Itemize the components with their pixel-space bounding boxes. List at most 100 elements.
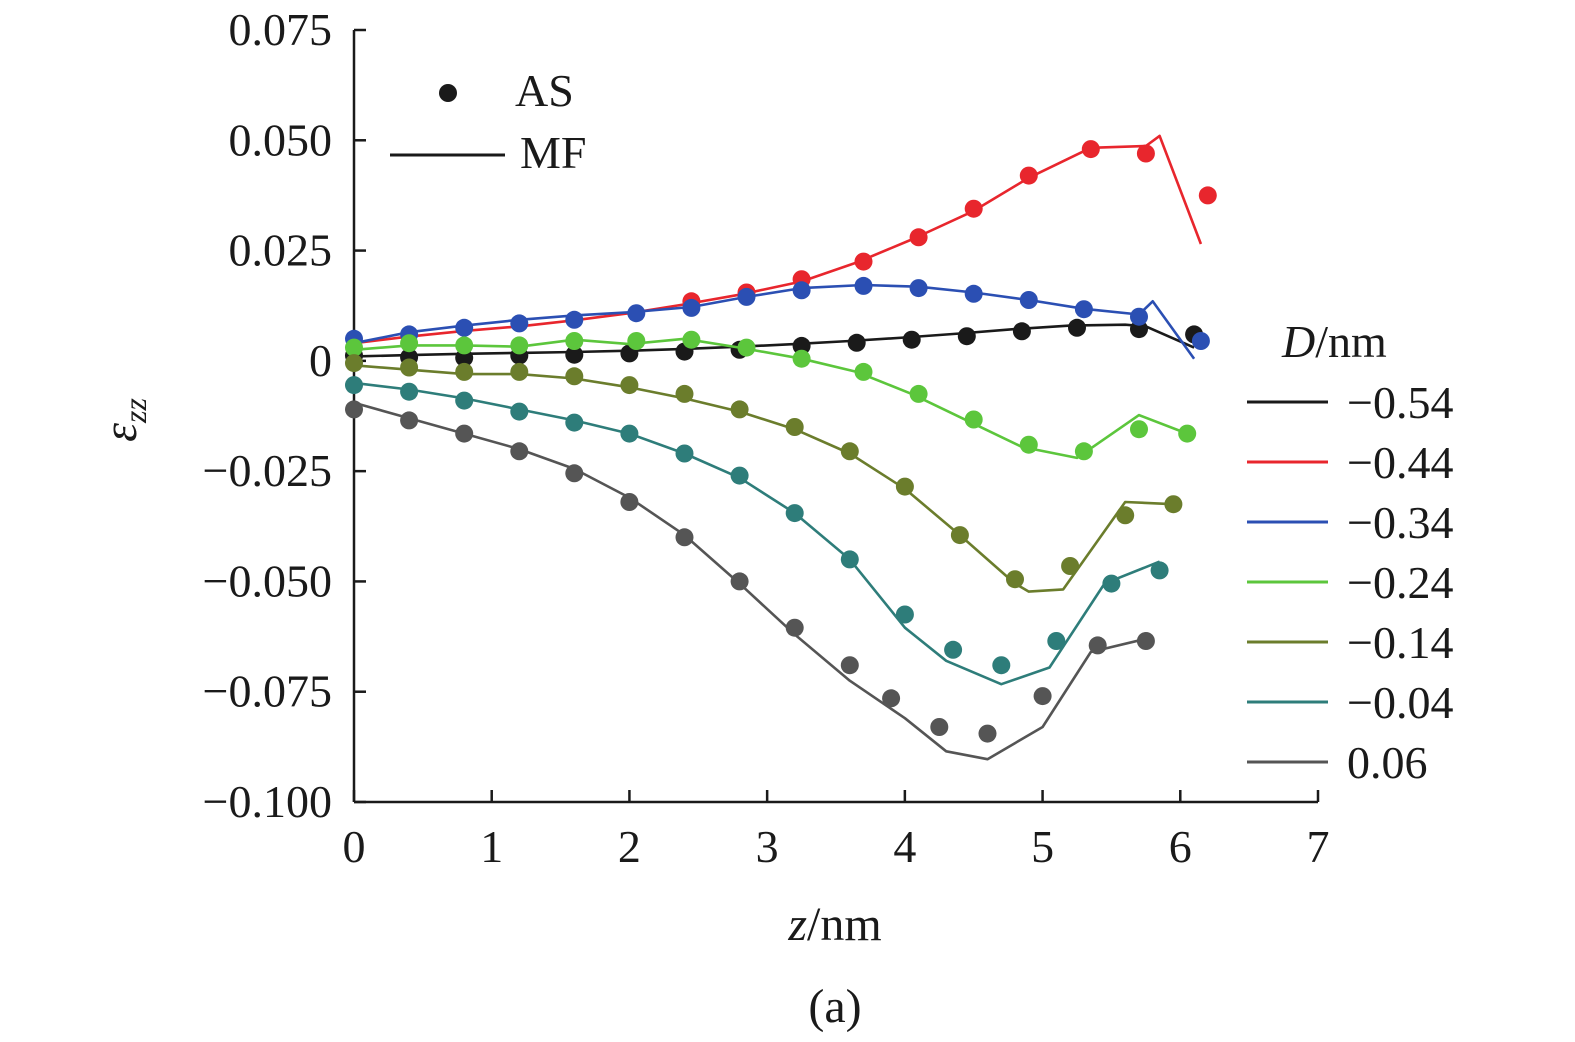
series-line-mf [353, 381, 1161, 686]
series-line-mf [353, 364, 1174, 593]
legend-label: −0.54 [1347, 377, 1453, 428]
data-point-as [455, 391, 474, 410]
data-point-as [675, 384, 694, 403]
data-point-as [1019, 291, 1038, 309]
x-tick-label: 5 [1031, 821, 1054, 872]
data-point-as [510, 314, 529, 333]
data-point-as [1061, 557, 1080, 575]
data-point-as [1164, 495, 1183, 514]
data-point-as [345, 400, 363, 419]
series-line-mf [353, 283, 1196, 360]
data-point-as [1198, 186, 1217, 205]
x-tick-label: 7 [1307, 821, 1330, 872]
data-point-as [840, 550, 859, 569]
data-point-as [1136, 632, 1155, 650]
x-tick-label: 2 [618, 821, 641, 872]
x-tick-label: 1 [480, 821, 503, 872]
data-point-as [847, 333, 866, 352]
legend-mf-label: MF [520, 127, 586, 178]
series-group [345, 318, 1204, 367]
data-point-as [854, 252, 873, 271]
data-point-as [510, 336, 529, 355]
data-point-as [400, 358, 419, 377]
y-tick-label: −0.075 [203, 666, 332, 717]
x-tick-label: 0 [343, 821, 366, 872]
data-point-as [400, 382, 419, 401]
data-point-as [565, 413, 584, 432]
series-group [345, 330, 1197, 461]
data-point-as [565, 332, 584, 350]
data-point-as [895, 605, 914, 624]
data-point-as [854, 276, 873, 295]
x-tick-label: 3 [756, 821, 779, 872]
data-point-as [400, 411, 419, 430]
data-point-as [1130, 320, 1148, 339]
data-point-as [345, 376, 363, 395]
legend-as-label: AS [515, 65, 574, 116]
legend-title: D/nm [1281, 316, 1387, 367]
data-point-as [675, 528, 694, 547]
y-tick-label: −0.025 [203, 445, 332, 496]
y-tick-label: 0.075 [229, 4, 333, 55]
data-point-as [510, 362, 529, 381]
data-point-as [627, 332, 646, 350]
x-tick-label: 6 [1169, 821, 1192, 872]
data-point-as [1012, 322, 1031, 341]
y-tick-label: 0 [309, 335, 332, 386]
data-point-as [1074, 442, 1093, 461]
data-point-as [565, 345, 584, 364]
data-point-as [737, 287, 756, 306]
marker-legend: AS MF [390, 65, 586, 178]
data-point-as [730, 400, 749, 419]
y-tick-label: −0.100 [203, 776, 332, 827]
data-point-as [730, 572, 749, 591]
series-group [345, 276, 1210, 360]
data-point-as [792, 281, 811, 300]
data-point-as [1047, 632, 1066, 650]
data-point-as [345, 338, 363, 357]
data-point-as [627, 304, 646, 323]
data-point-as [992, 656, 1011, 675]
data-point-as [620, 424, 639, 443]
legend-item: 0.06 [1247, 737, 1428, 788]
legend-item: −0.44 [1247, 437, 1453, 488]
legend-item: −0.04 [1247, 677, 1453, 728]
data-point-as [675, 444, 694, 463]
y-tick-label: −0.050 [203, 555, 332, 606]
data-point-as [957, 327, 976, 346]
y-tick-label: 0.025 [229, 225, 333, 276]
data-point-as [1088, 636, 1107, 655]
data-point-as [1074, 300, 1093, 319]
data-point-as [909, 384, 928, 403]
data-point-as [882, 689, 901, 708]
data-point-as [455, 348, 474, 367]
data-point-as [455, 336, 474, 355]
data-point-as [902, 330, 921, 349]
y-ticks: 0.075 0.050 0.025 0 −0.025 −0.050 −0.075 −0.100 [203, 4, 366, 827]
series-line-mf [353, 337, 1188, 460]
data-point-as [730, 466, 749, 485]
series-group [345, 400, 1155, 761]
legend-label: −0.34 [1347, 497, 1453, 548]
legend-label: −0.04 [1347, 677, 1453, 728]
data-point-as [950, 526, 969, 545]
data-point-as [964, 284, 983, 303]
y-axis-title: εzz [94, 398, 153, 442]
axes [352, 30, 1318, 804]
data-point-as [792, 349, 811, 368]
series-line-mf [353, 401, 1147, 761]
data-point-as [400, 334, 419, 353]
data-point-as [785, 418, 804, 436]
series-group [345, 354, 1183, 593]
data-point-as [895, 477, 914, 496]
data-point-as [455, 318, 474, 337]
data-point-as [909, 279, 928, 298]
data-point-as [620, 493, 639, 511]
data-point-as [792, 336, 811, 355]
data-point-as [510, 402, 529, 421]
series-layer [345, 134, 1217, 761]
data-point-as [1019, 435, 1038, 454]
data-point-as [964, 410, 983, 429]
legend-item: −0.54 [1247, 377, 1453, 428]
